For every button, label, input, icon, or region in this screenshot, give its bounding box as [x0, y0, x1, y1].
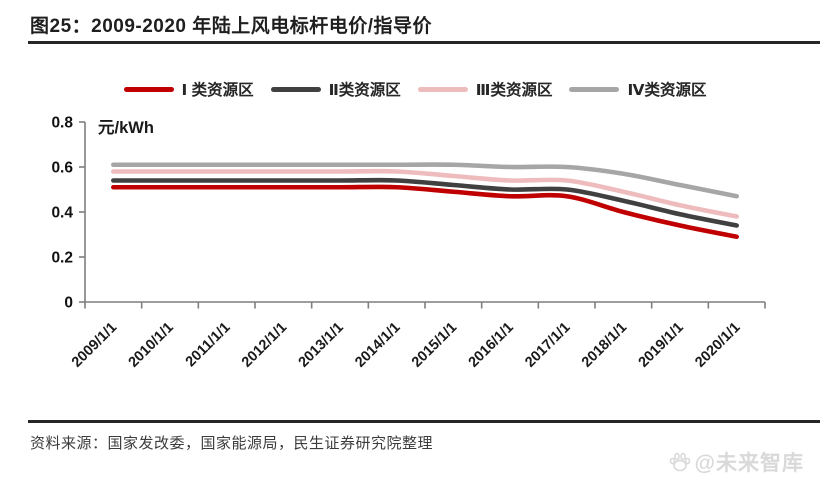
legend-item-region-3: Ⅲ类资源区 [417, 78, 553, 100]
y-tick-label: 0.4 [51, 205, 73, 222]
watermark: @未来智库 [668, 447, 804, 477]
y-tick-label: 0.8 [51, 115, 73, 132]
legend-label: Ⅱ类资源区 [328, 82, 401, 99]
x-tick-label: 2018/1/1 [579, 320, 630, 371]
source-note: 资料来源：国家发改委，国家能源局，民生证券研究院整理 [30, 435, 434, 452]
series-line-1 [111, 184, 739, 240]
legend-item-region-2: Ⅱ类资源区 [270, 78, 401, 100]
x-tick-label: 2019/1/1 [636, 320, 687, 371]
legend-label: Ⅳ类资源区 [627, 82, 707, 99]
legend-swatch-region-1 [123, 86, 174, 92]
x-tick-label: 2020/1/1 [692, 320, 743, 371]
x-tick-label: 2013/1/1 [296, 320, 347, 371]
legend-swatch-region-4 [569, 86, 620, 92]
legend-item-region-1: Ⅰ 类资源区 [123, 78, 254, 100]
x-tick-label: 2012/1/1 [239, 320, 290, 371]
series-line-4 [111, 162, 739, 199]
y-tick-label: 0 [64, 295, 73, 312]
y-tick-label: 0.2 [51, 250, 73, 267]
title-divider [28, 41, 820, 44]
legend-label: Ⅲ类资源区 [475, 82, 553, 99]
legend-swatch-region-2 [270, 86, 321, 92]
x-axis-labels: 2009/1/1 2010/1/1 2011/1/1 2012/1/1 2013/1/1… [69, 320, 744, 371]
series-line-2 [111, 177, 739, 228]
x-tick-label: 2011/1/1 [183, 320, 234, 371]
axes [79, 121, 766, 309]
x-tick-label: 2010/1/1 [126, 320, 177, 371]
footer-divider [28, 420, 820, 423]
legend-item-region-4: Ⅳ类资源区 [569, 78, 706, 100]
y-axis-labels: 0 0.2 0.4 0.6 0.8 [51, 115, 73, 312]
baidu-paw-icon [669, 452, 690, 472]
series-line-3 [111, 168, 739, 219]
watermark-text: @未来智库 [694, 452, 804, 475]
axis-unit-label: 元/kWh [98, 119, 154, 137]
legend-label: Ⅰ 类资源区 [181, 82, 254, 99]
y-tick-label: 0.6 [51, 160, 73, 177]
x-tick-label: 2014/1/1 [352, 320, 403, 371]
legend-swatch-region-3 [417, 86, 468, 92]
x-tick-label: 2015/1/1 [409, 320, 460, 371]
x-tick-label: 2009/1/1 [69, 320, 120, 371]
x-tick-label: 2017/1/1 [522, 320, 573, 371]
x-tick-label: 2016/1/1 [466, 320, 517, 371]
page-title: 图25：2009-2020 年陆上风电标杆电价/指导价 [30, 16, 433, 37]
chart-legend: Ⅰ 类资源区 Ⅱ类资源区 Ⅲ类资源区 Ⅳ类资源区 [0, 78, 830, 100]
